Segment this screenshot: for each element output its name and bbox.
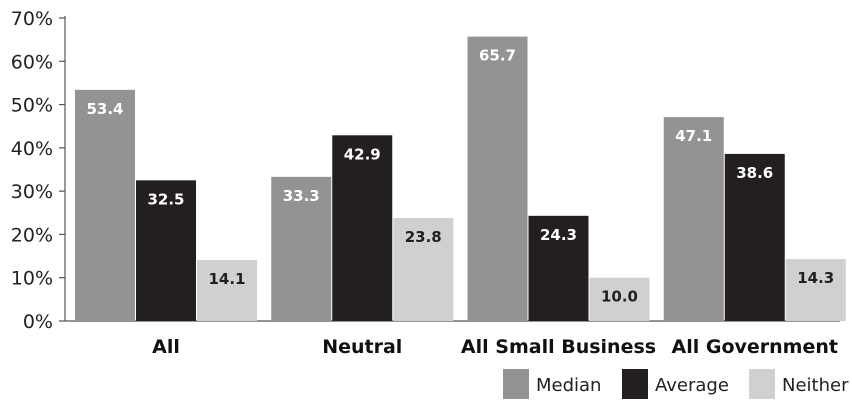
bar-neither-all-small-business [589, 277, 650, 321]
x-tick-label: All Small Business [461, 336, 656, 358]
bar-average-neutral [332, 135, 393, 321]
y-tick-label: 40% [11, 138, 53, 160]
y-tick-label: 30% [11, 181, 53, 203]
legend: Median Average Neither [503, 369, 849, 399]
x-tick-label: Neutral [322, 336, 402, 358]
data-label: 23.8 [405, 228, 442, 246]
bar-average-all-government [724, 153, 785, 321]
x-tick-label: All Government [672, 336, 838, 358]
y-tick-label: 50% [11, 95, 53, 117]
y-tick-label: 60% [11, 51, 53, 73]
bar-average-all-small-business [528, 215, 589, 321]
data-label: 65.7 [479, 47, 516, 65]
bar-median-neutral [271, 176, 332, 321]
bar-neither-all-government [785, 259, 846, 321]
legend-swatch-average [622, 369, 648, 399]
data-label: 33.3 [283, 187, 320, 205]
y-tick-label: 10% [11, 268, 53, 290]
legend-swatch-median [503, 369, 529, 399]
bar-neither-all [197, 259, 257, 321]
data-label: 53.4 [86, 100, 123, 118]
legend-label-neither: Neither [782, 375, 849, 396]
data-label: 14.1 [208, 270, 245, 288]
bar-neither-neutral [393, 217, 454, 321]
data-label: 32.5 [147, 190, 184, 208]
y-tick-label: 0% [23, 311, 53, 333]
bars: 53.4 32.5 14.1 33.3 42.9 23.8 65.7 24.3 10.0 47.1… [75, 36, 846, 322]
category-labels: All Neutral All Small Business All Governme… [152, 336, 838, 358]
y-tick-label: 70% [11, 8, 53, 30]
y-tick-label: 20% [11, 224, 53, 246]
bar-median-all-small-business [467, 36, 528, 322]
data-label: 10.0 [601, 288, 638, 306]
data-label: 24.3 [540, 226, 577, 244]
bar-average-all [136, 180, 196, 321]
bar-median-all [75, 89, 135, 322]
data-label: 38.6 [736, 164, 773, 182]
data-label: 14.3 [797, 269, 834, 287]
legend-swatch-neither [749, 369, 775, 399]
x-tick-label: All [152, 336, 180, 358]
legend-label-average: Average [655, 375, 729, 396]
data-label: 47.1 [675, 127, 712, 145]
bar-median-all-government [663, 117, 724, 321]
data-label: 42.9 [344, 145, 381, 163]
legend-label-median: Median [536, 375, 601, 396]
